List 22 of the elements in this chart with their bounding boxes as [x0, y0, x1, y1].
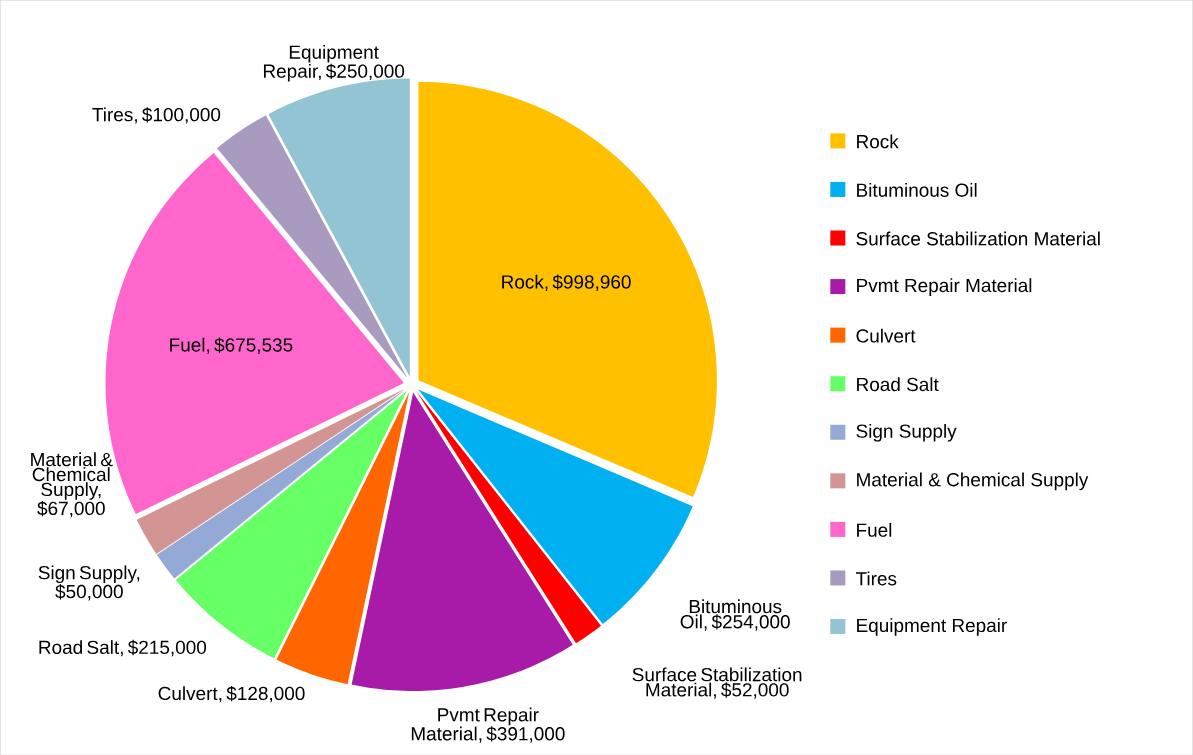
data-label: Rock, $998,960	[502, 274, 631, 291]
data-label: Surface Stabilization Material, $52,000	[632, 667, 802, 699]
data-label: Tires, $100,000	[92, 106, 221, 124]
data-label: Pvmt Repair Material, $391,000	[411, 707, 565, 743]
legend-label: Road Salt	[857, 377, 939, 391]
legend-label: Fuel	[857, 522, 892, 537]
data-label: Culvert, $128,000	[158, 685, 305, 703]
legend-label: Surface Stabilization Material	[856, 231, 1100, 246]
legend-label: Culvert	[856, 328, 916, 343]
legend-label: Bituminous Oil	[857, 182, 977, 197]
legend-label: Tires	[855, 571, 897, 586]
legend-label: Rock	[857, 134, 899, 149]
legend-label: Equipment Repair	[857, 617, 1007, 636]
legend-label: Material & Chemical Supply	[857, 472, 1089, 490]
data-label: Road Salt, $215,000	[39, 639, 207, 657]
legend-label: Pvmt Repair Material	[857, 278, 1032, 296]
data-label: Material & Chemical Supply, $67,000	[31, 452, 113, 518]
data-label: Fuel, $675,535	[170, 337, 293, 354]
legend-label: Sign Supply	[856, 423, 957, 442]
data-label: Bituminous Oil, $254,000	[680, 599, 790, 631]
data-label: Sign Supply, $50,000	[38, 565, 140, 601]
data-label: Equipment Repair, $250,000	[263, 44, 405, 82]
